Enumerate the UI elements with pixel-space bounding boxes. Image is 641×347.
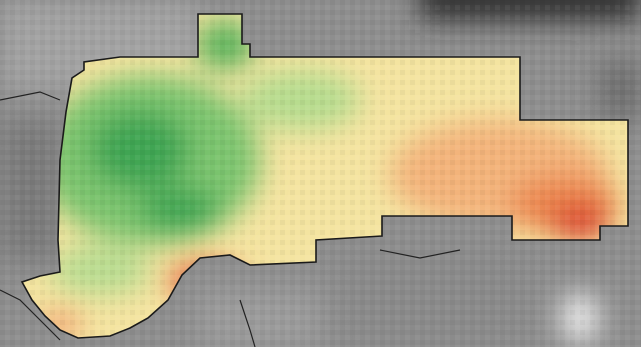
field-map [0, 0, 641, 347]
